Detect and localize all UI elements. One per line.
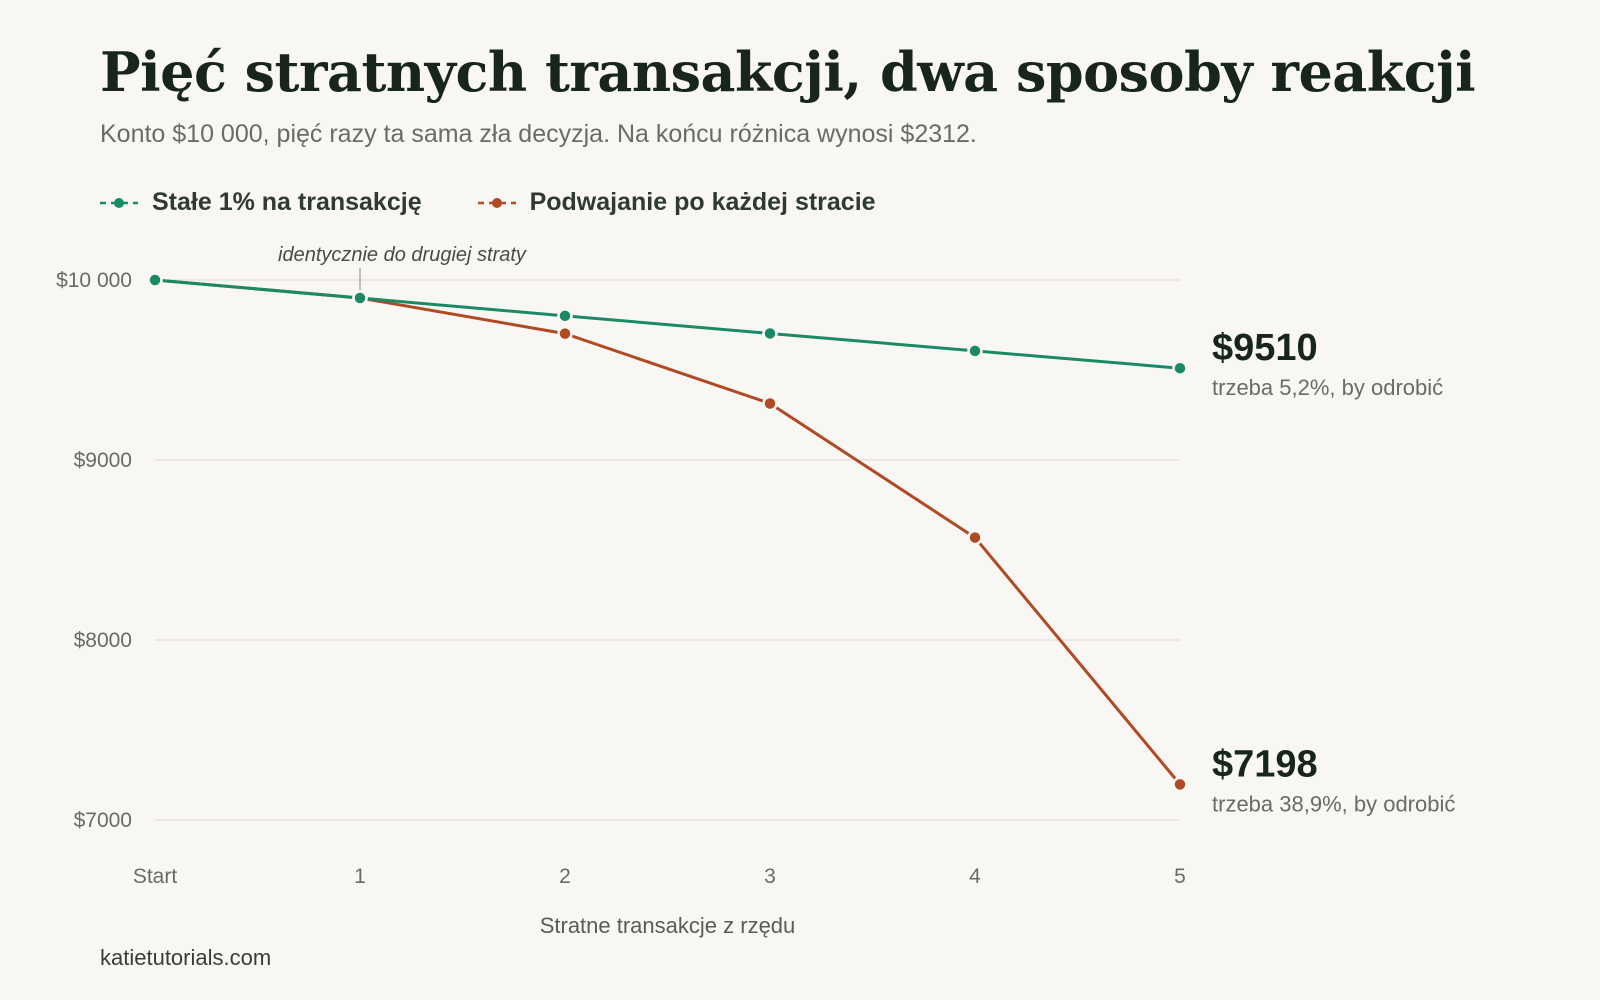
y-tick-label: $8000	[74, 629, 132, 652]
x-axis-title: Stratne transakcje z rzędu	[540, 913, 796, 938]
x-tick-label: Start	[133, 865, 178, 888]
data-point-1	[557, 325, 573, 342]
end-value-label: $9510	[1212, 327, 1318, 369]
end-value-label: $7198	[1212, 743, 1318, 785]
series-line-0	[153, 278, 1182, 370]
legend-item-doubling: Podwajanie po każdej stracie	[477, 188, 876, 217]
legend-swatch-fixed	[100, 197, 138, 208]
x-tick-label: 4	[969, 865, 981, 888]
data-point-1	[967, 529, 983, 546]
end-note-label: trzeba 5,2%, by odrobić	[1212, 375, 1443, 400]
data-point-0	[352, 290, 368, 306]
annotation-text: identycznie do drugiej straty	[278, 244, 527, 266]
y-tick-label: $10 000	[56, 269, 132, 292]
data-point-0	[762, 325, 778, 342]
legend-label-doubling: Podwajanie po każdej stracie	[529, 188, 876, 216]
x-tick-label: 3	[764, 865, 776, 888]
data-point-0	[557, 308, 573, 324]
legend-label-fixed: Stałe 1% na transakcję	[152, 188, 422, 216]
end-note-label: trzeba 38,9%, by odrobić	[1212, 791, 1455, 816]
data-point-0	[147, 272, 163, 288]
x-tick-label: 2	[559, 865, 571, 888]
x-tick-label: 5	[1174, 865, 1186, 888]
data-point-1	[1172, 776, 1188, 793]
source-credit: katietutorials.com	[100, 945, 272, 970]
chart-title: Pięć stratnych transakcji, dwa sposoby r…	[100, 40, 1476, 104]
y-tick-label: $9000	[74, 449, 132, 472]
data-point-1	[762, 395, 778, 412]
legend: Stałe 1% na transakcję Podwajanie po każ…	[100, 188, 876, 217]
data-point-0	[1172, 360, 1188, 376]
x-tick-label: 1	[354, 865, 366, 888]
legend-item-fixed: Stałe 1% na transakcję	[100, 188, 422, 217]
chart-subtitle: Konto $10 000, pięć razy ta sama zła dec…	[100, 120, 977, 148]
data-point-0	[967, 343, 983, 359]
legend-swatch-doubling	[477, 197, 516, 208]
y-tick-label: $7000	[74, 809, 132, 832]
